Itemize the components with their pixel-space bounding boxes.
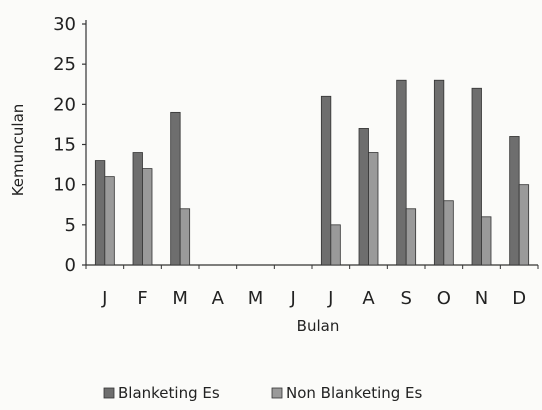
x-tick-label: D [512,288,526,309]
bar-blanketing-0 [94,160,106,266]
x-tick-label: F [137,288,147,309]
bar-blanketing-10 [471,87,482,266]
legend: Blanketing Es Non Blanketing Es [103,384,423,402]
x-tick-label: A [362,288,375,309]
x-tick-label: J [290,288,296,309]
x-tick-label: N [475,288,488,309]
bar-blanketing-6 [320,95,332,266]
x-tick-label: S [400,288,411,309]
bar-blanketing-9 [433,79,445,266]
bar-non-blanketing-1 [142,168,153,266]
legend-label: Blanketing Es [118,384,220,402]
x-axis-title: Bulan [297,317,340,335]
bar-non-blanketing-7 [368,152,379,266]
bar-non-blanketing-8 [405,208,417,266]
y-tick-label: 20 [53,94,76,115]
x-tick-label: J [101,288,107,309]
x-tick-label: M [172,288,188,309]
legend-swatch [271,387,283,399]
bar-non-blanketing-10 [481,216,492,266]
bar-non-blanketing-0 [104,176,115,266]
x-tick-label: J [327,288,333,309]
bar-non-blanketing-6 [330,224,341,266]
x-tick-label: O [437,288,451,309]
legend-swatch [103,387,115,399]
bar-non-blanketing-2 [179,208,191,266]
bar-blanketing-7 [358,128,369,266]
y-tick-label: 5 [65,215,76,236]
y-tick-label: 25 [53,54,76,75]
y-axis-title: Kemunculan [9,104,27,197]
y-tick-label: 15 [53,135,76,156]
x-tick-label: A [212,288,225,309]
y-tick-label: 10 [53,175,76,196]
bar-blanketing-2 [170,111,181,266]
x-tick-label: M [248,288,264,309]
bar-non-blanketing-9 [443,200,454,266]
bar-blanketing-11 [509,136,520,266]
legend-label: Non Blanketing Es [286,384,423,402]
y-tick-label: 30 [53,14,76,35]
plot-area: 0 5 10 15 20 25 30 J F M A M J J A S O N D [53,14,539,309]
bar-non-blanketing-11 [518,184,530,266]
bar-blanketing-1 [132,152,143,266]
bar-blanketing-8 [396,79,407,266]
y-tick-label: 0 [65,255,76,276]
